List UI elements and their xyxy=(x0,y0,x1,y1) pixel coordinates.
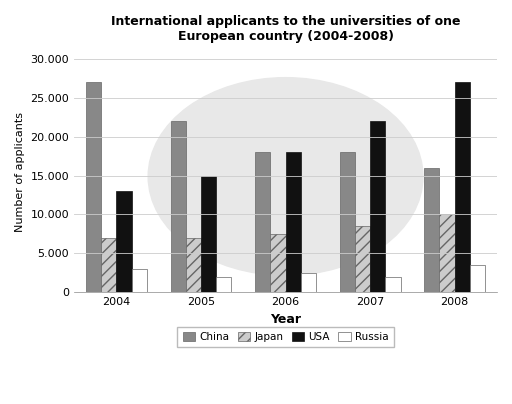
Ellipse shape xyxy=(148,78,423,275)
Title: International applicants to the universities of one
European country (2004-2008): International applicants to the universi… xyxy=(111,15,460,43)
Bar xyxy=(470,265,485,292)
Bar xyxy=(339,152,355,292)
Bar xyxy=(286,152,301,292)
Bar xyxy=(216,277,231,292)
Bar xyxy=(116,191,132,292)
Bar xyxy=(101,238,116,292)
X-axis label: Year: Year xyxy=(270,313,301,326)
Bar xyxy=(439,215,455,292)
Bar xyxy=(86,82,101,292)
Bar xyxy=(132,269,147,292)
Y-axis label: Number of applicants: Number of applicants xyxy=(15,112,25,231)
Bar xyxy=(386,277,400,292)
Bar xyxy=(170,121,186,292)
Bar xyxy=(424,168,439,292)
Bar xyxy=(455,82,470,292)
Bar xyxy=(270,234,286,292)
Bar xyxy=(186,238,201,292)
Bar xyxy=(301,273,316,292)
Legend: China, Japan, USA, Russia: China, Japan, USA, Russia xyxy=(178,327,394,347)
Bar xyxy=(355,226,370,292)
Bar xyxy=(370,121,386,292)
Bar xyxy=(255,152,270,292)
Bar xyxy=(201,176,216,292)
